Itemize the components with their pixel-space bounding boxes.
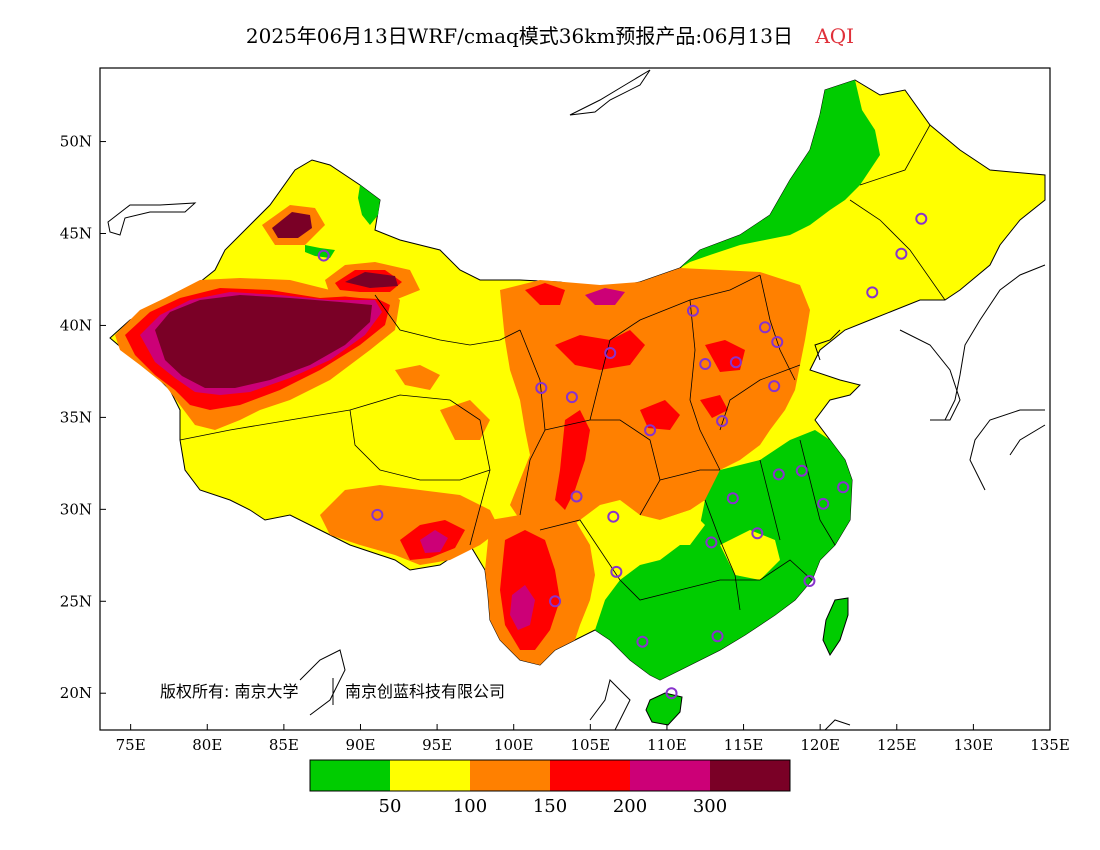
inner-mongolia-magenta-spot <box>585 288 625 305</box>
henan-red-spot-2 <box>700 395 728 418</box>
station-marker <box>549 595 562 608</box>
legend-label-200: 200 <box>613 796 647 817</box>
station-marker <box>607 510 620 523</box>
y-tick-label: 45N <box>60 225 92 243</box>
x-axis: 75E 80E 85E 90E 95E 100E 105E 110E 115E 120E 125E 1… <box>116 724 1070 754</box>
hunan-yellow-patch <box>660 510 705 545</box>
station-marker <box>803 575 816 588</box>
inner-mongolia-red-spot <box>525 283 565 305</box>
station-marker <box>371 508 384 521</box>
taiwan-green <box>822 597 849 657</box>
y-tick-label: 50N <box>60 133 92 151</box>
qinghai-orange-patch-2 <box>440 400 490 440</box>
tibet-magenta-spot <box>420 530 448 553</box>
station-marker <box>535 381 548 394</box>
station-marker <box>915 212 928 225</box>
station-marker <box>570 490 583 503</box>
station-marker <box>772 468 785 481</box>
copyright-text: 版权所有: 南京大学 <box>160 682 298 701</box>
legend-label-50: 50 <box>379 796 402 817</box>
station-marker <box>837 481 850 494</box>
y-tick-label: 30N <box>60 500 92 518</box>
station-marker <box>729 356 742 369</box>
province-borders <box>179 124 946 611</box>
station-marker <box>759 321 771 334</box>
hainan-green <box>645 692 683 726</box>
legend-swatch-5 <box>630 760 710 791</box>
station-marker <box>895 247 908 260</box>
station-marker <box>636 635 649 648</box>
x-tick-label: 80E <box>192 736 222 754</box>
x-tick-label: 110E <box>647 736 687 754</box>
y-tick-label: 40N <box>60 316 92 334</box>
legend-swatch-4 <box>550 760 630 791</box>
northeast-green-region <box>680 80 880 268</box>
henan-red-spot <box>640 400 680 430</box>
station-marker <box>604 347 617 360</box>
title-text: 2025年06月13日WRF/cmaq模式36km预报产品:06月13日 <box>245 24 793 48</box>
neighbour-coastlines <box>107 69 1046 730</box>
x-tick-label: 135E <box>1030 736 1070 754</box>
legend-label-150: 150 <box>533 796 567 817</box>
station-marker <box>795 464 808 477</box>
y-tick-label: 35N <box>60 408 92 426</box>
south-china-green-region <box>595 430 852 680</box>
station-marker <box>751 527 764 540</box>
legend-frame <box>309 759 791 792</box>
color-legend: 50 100 150 200 300 <box>309 759 791 817</box>
station-marker <box>317 249 330 262</box>
station-marker <box>726 492 739 505</box>
legend-swatch-2 <box>390 760 470 791</box>
turpan-hotspot-inner <box>345 272 398 288</box>
qinghai-orange-patch <box>395 365 440 390</box>
station-marker <box>610 565 623 578</box>
legend-swatch-3 <box>470 760 550 791</box>
map-layers <box>107 69 1046 730</box>
legend-label-300: 300 <box>693 796 727 817</box>
station-marker <box>866 286 879 299</box>
x-tick-label: 115E <box>724 736 764 754</box>
legend-swatch-1 <box>310 760 390 791</box>
x-tick-label: 85E <box>269 736 299 754</box>
station-marker <box>705 536 718 549</box>
shanxi-red-spot <box>705 340 745 372</box>
y-tick-label: 25N <box>60 592 92 610</box>
junggar-hotspot-core <box>272 212 312 238</box>
station-marker <box>699 358 712 371</box>
station-markers <box>317 212 928 700</box>
y-tick-label: 20N <box>60 684 92 702</box>
station-marker <box>768 380 781 393</box>
shaanxi-red-corridor <box>555 410 590 510</box>
x-tick-label: 100E <box>494 736 534 754</box>
x-tick-label: 120E <box>800 736 840 754</box>
map-title: 2025年06月13日WRF/cmaq模式36km预报产品:06月13日 AQI <box>0 20 1100 49</box>
x-tick-label: 90E <box>345 736 375 754</box>
x-tick-label: 95E <box>422 736 452 754</box>
station-marker <box>665 687 678 700</box>
yunnan-magenta-spot <box>510 585 535 630</box>
xinjiang-green-region <box>358 185 380 225</box>
jiangxi-yellow-patch <box>720 530 780 580</box>
legend-swatch-6 <box>710 760 790 791</box>
station-marker <box>686 304 699 317</box>
legend-label-100: 100 <box>453 796 487 817</box>
copyright-text-2: 南京创蓝科技有限公司 <box>345 682 505 701</box>
variable-label: AQI <box>815 24 855 48</box>
station-marker <box>716 415 729 428</box>
y-axis: 20N 25N 30N 35N 40N 45N 50N <box>60 133 106 702</box>
plot-frame <box>99 67 1051 731</box>
x-tick-label: 130E <box>954 736 994 754</box>
station-marker <box>771 335 784 348</box>
ningxia-red-region <box>555 330 645 370</box>
station-marker <box>644 424 657 437</box>
x-tick-label: 75E <box>116 736 146 754</box>
x-tick-label: 105E <box>571 736 611 754</box>
station-marker <box>817 497 830 510</box>
station-marker <box>711 630 724 643</box>
taklamakan-darkred-core <box>155 295 372 388</box>
station-marker <box>565 391 578 404</box>
x-tick-label: 125E <box>877 736 917 754</box>
